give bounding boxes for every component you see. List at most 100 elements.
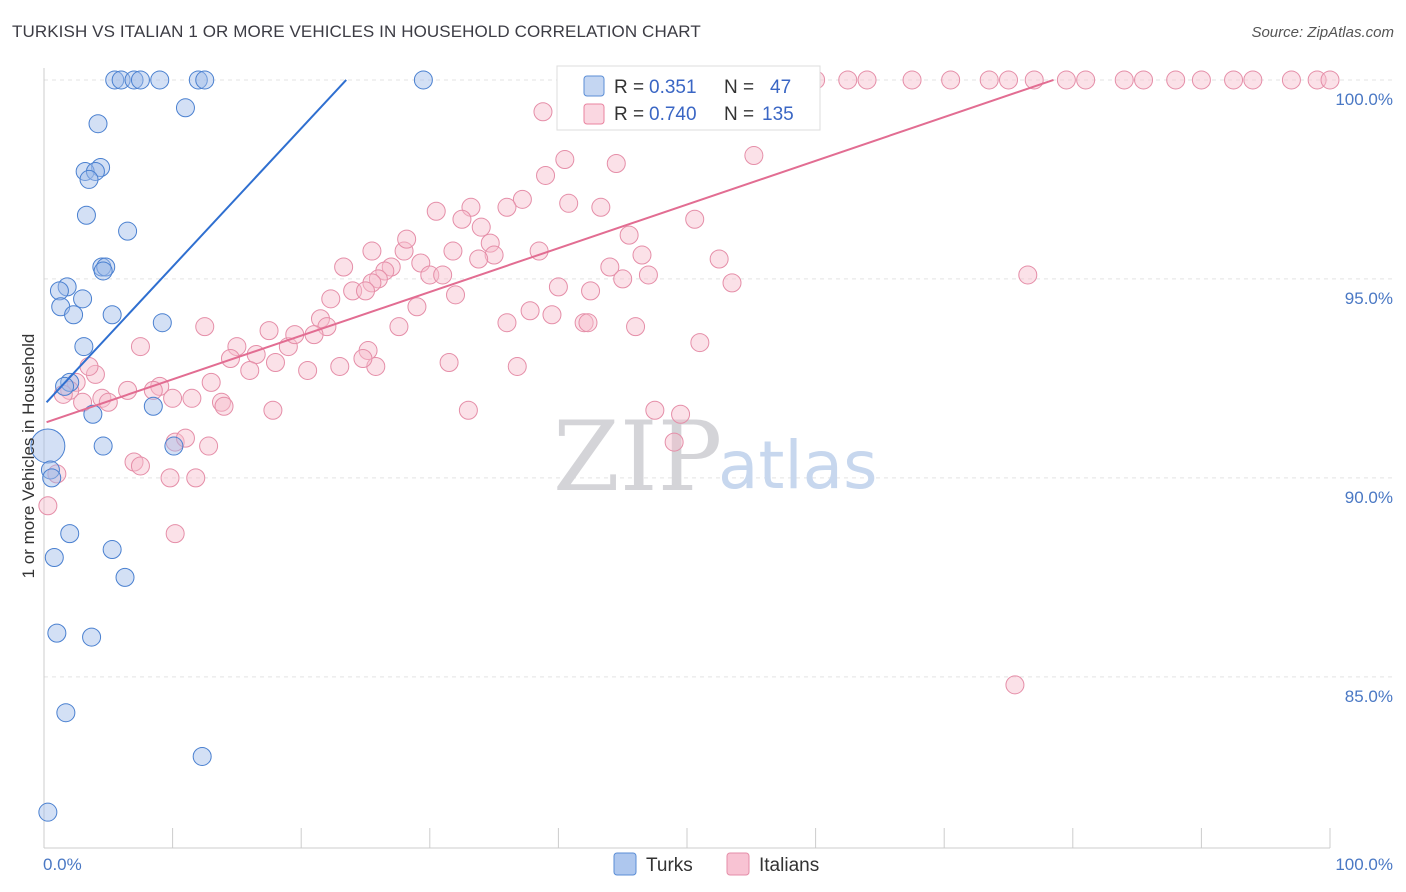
legend-r-label-turks: R = bbox=[614, 77, 644, 98]
italians-point-106 bbox=[175, 428, 195, 448]
italians-point-58 bbox=[722, 273, 742, 293]
italians-point-38 bbox=[619, 225, 639, 245]
turks-point-39 bbox=[115, 567, 135, 587]
turks-point-36 bbox=[60, 524, 80, 544]
turks-point-31 bbox=[93, 436, 113, 456]
x-tick-marks bbox=[43, 828, 1331, 848]
italians-point-110 bbox=[130, 456, 150, 476]
italians-point-55 bbox=[1018, 265, 1038, 285]
turks-point-14 bbox=[76, 205, 96, 225]
series-legend: Turks Italians bbox=[613, 852, 819, 876]
turks-point-23 bbox=[64, 305, 84, 325]
italians-point-57 bbox=[362, 273, 382, 293]
italians-point-11 bbox=[979, 70, 999, 90]
turks-point-21 bbox=[73, 289, 93, 309]
italians-point-125 bbox=[613, 269, 633, 289]
y-tick-label-2: 90.0% bbox=[1345, 488, 1393, 507]
italians-point-22 bbox=[1281, 70, 1301, 90]
turks-point-4 bbox=[150, 70, 170, 90]
turks-point-42 bbox=[56, 703, 76, 723]
chart-title: TURKISH VS ITALIAN 1 OR MORE VEHICLES IN… bbox=[12, 22, 701, 41]
italians-point-61 bbox=[356, 281, 375, 301]
italians-point-82 bbox=[439, 352, 459, 372]
italians-point-24 bbox=[1320, 70, 1340, 90]
turks-point-40 bbox=[47, 623, 67, 643]
turks-point-25 bbox=[152, 313, 172, 333]
italians-point-108 bbox=[664, 432, 684, 452]
italians-point-59 bbox=[548, 277, 568, 297]
watermark-zip: ZIP bbox=[553, 401, 722, 513]
italians-point-81 bbox=[220, 349, 240, 369]
italians-point-73 bbox=[259, 321, 279, 341]
y-tick-labels: 100.0% 95.0% 90.0% 85.0% bbox=[1335, 90, 1393, 706]
turks-point-43 bbox=[192, 746, 212, 766]
italians-point-123 bbox=[559, 193, 579, 213]
italians-point-20 bbox=[1224, 70, 1244, 90]
turks-point-44 bbox=[38, 802, 58, 822]
italians-point-85 bbox=[240, 360, 260, 380]
italians-point-33 bbox=[591, 197, 611, 217]
bottom-legend-swatch-italians bbox=[726, 852, 750, 876]
italians-point-75 bbox=[130, 337, 150, 357]
italians-point-12 bbox=[999, 70, 1018, 90]
italians-point-112 bbox=[160, 468, 180, 488]
y-tick-label-3: 85.0% bbox=[1345, 687, 1393, 706]
italians-point-121 bbox=[389, 317, 409, 337]
turks-point-6 bbox=[195, 70, 215, 90]
italians-point-27 bbox=[744, 146, 764, 166]
turks-point-12 bbox=[85, 161, 105, 181]
legend-swatch-italians bbox=[583, 103, 605, 125]
italians-point-17 bbox=[1134, 70, 1154, 90]
turks-point-37 bbox=[102, 540, 122, 560]
italians-point-31 bbox=[512, 189, 532, 209]
italians-point-29 bbox=[606, 154, 626, 174]
italians-point-39 bbox=[480, 233, 500, 253]
legend-r-value-turks: 0.351 bbox=[649, 77, 697, 98]
turks-point-8 bbox=[175, 98, 195, 118]
legend-swatch-turks bbox=[583, 75, 605, 97]
italians-point-36 bbox=[452, 209, 472, 229]
legend-n-value-turks: 47 bbox=[770, 77, 791, 98]
turks-point-34 bbox=[40, 460, 60, 480]
turks-point-20 bbox=[49, 281, 69, 301]
italians-point-72 bbox=[626, 317, 646, 337]
italians-point-16 bbox=[1114, 70, 1134, 90]
turks-point-28 bbox=[55, 376, 75, 396]
bottom-legend-swatch-turks bbox=[613, 852, 637, 876]
legend-r-label-italians: R = bbox=[614, 104, 644, 125]
italians-point-43 bbox=[484, 245, 504, 265]
italians-point-53 bbox=[433, 265, 453, 285]
italians-trend-line bbox=[46, 78, 1054, 424]
italians-point-8 bbox=[857, 70, 877, 90]
italians-point-86 bbox=[298, 360, 318, 380]
trend-lines bbox=[45, 78, 1054, 424]
italians-point-124 bbox=[397, 229, 417, 249]
italians-point-127 bbox=[214, 396, 234, 416]
legend-n-label-italians: N = bbox=[724, 104, 754, 125]
italians-point-96 bbox=[163, 388, 183, 408]
italians-point-14 bbox=[1056, 70, 1076, 90]
turks-point-29 bbox=[143, 396, 163, 416]
italians-point-42 bbox=[443, 241, 463, 261]
turks-point-38 bbox=[44, 547, 64, 567]
italians-point-7 bbox=[838, 70, 858, 90]
italians-point-21 bbox=[1243, 70, 1263, 90]
turks-point-35 bbox=[42, 468, 62, 488]
italians-point-15 bbox=[1076, 70, 1096, 90]
italians-point-107 bbox=[199, 436, 219, 456]
italians-point-48 bbox=[334, 257, 354, 277]
bottom-legend-label-turks: Turks bbox=[646, 855, 693, 876]
legend-n-label-turks: N = bbox=[724, 77, 754, 98]
x-tick-label-min: 0.0% bbox=[43, 855, 82, 874]
italians-point-28 bbox=[555, 150, 575, 170]
italians-point-45 bbox=[632, 245, 652, 265]
legend-r-value-italians: 0.740 bbox=[649, 104, 697, 125]
italians-point-62 bbox=[446, 285, 466, 305]
turks-point-2 bbox=[124, 70, 144, 90]
italians-point-103 bbox=[671, 404, 691, 424]
italians-point-70 bbox=[195, 317, 215, 337]
italians-point-116 bbox=[1005, 675, 1025, 695]
italians-point-130 bbox=[507, 356, 527, 376]
turks-point-26 bbox=[74, 337, 94, 357]
